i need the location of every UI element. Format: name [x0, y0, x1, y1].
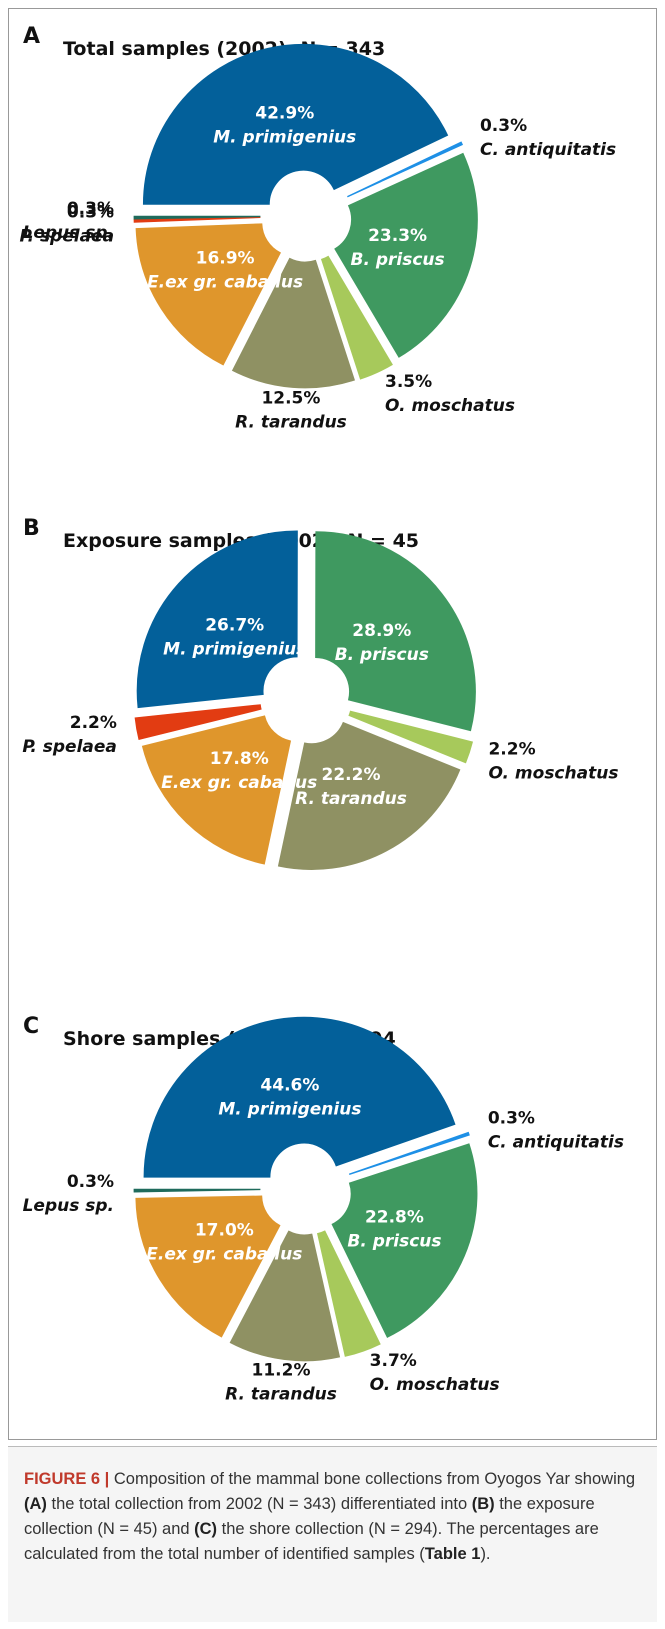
pie-slice [348, 710, 474, 764]
pie-slice [277, 721, 461, 870]
category-label: B. priscus [351, 250, 445, 270]
pie-slice [141, 715, 292, 865]
value-label: 26.7% [205, 616, 264, 636]
value-label: 0.3% [67, 199, 114, 219]
pie-slice [334, 152, 478, 358]
category-label: C. antiquitatis [488, 1132, 624, 1152]
category-label: B. priscus [347, 1231, 441, 1251]
category-label: O. moschatus [385, 396, 515, 416]
category-label: R. tarandus [235, 412, 347, 432]
pie-slice [135, 223, 281, 366]
value-label: 11.2% [252, 1360, 311, 1380]
pie-hole [272, 665, 340, 733]
pie-hole [272, 182, 340, 250]
category-label: O. moschatus [488, 764, 618, 784]
category-label: P. spelaea [19, 226, 114, 246]
category-label: E.ex gr. caballus [161, 773, 317, 793]
value-label: 3.5% [385, 372, 432, 392]
category-label: R. tarandus [225, 1384, 337, 1404]
value-label: 16.9% [196, 249, 255, 269]
pie-slice [316, 1230, 381, 1357]
value-label: 3.7% [370, 1351, 417, 1371]
caption: FIGURE 6 | Composition of the mammal bon… [8, 1446, 657, 1622]
value-label: 0.3% [488, 1108, 535, 1128]
pie-slice [231, 257, 356, 389]
value-label: 0.3% [67, 202, 114, 222]
pie-slice [331, 1143, 478, 1338]
caption-ref: Table 1 [424, 1545, 481, 1563]
caption-ref: (C) [194, 1520, 218, 1538]
category-label: P. spelaea [22, 737, 117, 757]
value-label: 42.9% [255, 103, 314, 123]
value-label: 17.8% [210, 749, 269, 769]
pie-slice [348, 1131, 470, 1176]
value-label: 28.9% [352, 621, 411, 641]
pie-slice [136, 530, 298, 709]
figure: A Total samples (2002), N = 343 42.9% M. pr… [8, 8, 657, 1440]
value-label: 2.2% [70, 713, 117, 733]
pie-slice [229, 1230, 341, 1362]
category-label: O. moschatus [370, 1375, 500, 1395]
caption-text: the total collection from 2002 (N = 343)… [46, 1495, 472, 1513]
value-label: 22.8% [365, 1207, 424, 1227]
category-label: B. priscus [335, 645, 429, 665]
pie-slice [347, 141, 464, 198]
panel-letter: C [23, 1014, 39, 1039]
caption-text: Composition of the mammal bone collectio… [109, 1470, 636, 1488]
value-label: 12.5% [261, 388, 320, 408]
value-label: 2.2% [488, 740, 535, 760]
category-label: M. primigenius [163, 640, 306, 660]
caption-text: the shore collection (N = 294). The perc… [24, 1520, 599, 1563]
category-label: M. primigenius [218, 1099, 361, 1119]
caption-text: ). [480, 1545, 491, 1563]
pie-slice [133, 215, 261, 220]
value-label: 0.3% [67, 1172, 114, 1192]
value-label: 23.3% [368, 226, 427, 246]
pie-slice [320, 255, 393, 380]
caption-text: the exposure collection (N = 45) and [24, 1495, 595, 1538]
value-label: 0.3% [480, 116, 527, 136]
pie-slice [315, 531, 476, 732]
category-label: E.ex gr. caballus [147, 273, 303, 293]
category-label: C. antiquitatis [480, 140, 616, 160]
category-label: M. primigenius [213, 127, 356, 147]
pie-slice [134, 704, 262, 741]
panel-letter: B [23, 516, 40, 541]
pie-hole [272, 1155, 340, 1223]
category-label: E.ex gr. caballus [146, 1244, 302, 1264]
pie-slice [142, 43, 449, 205]
caption-ref: (B) [471, 1495, 495, 1513]
value-label: 22.2% [322, 765, 381, 785]
pie-slice [133, 1188, 261, 1193]
pie-slice [135, 1195, 281, 1338]
panel-letter: A [23, 24, 40, 49]
category-label: Lepus sp. [23, 1196, 114, 1216]
value-label: 44.6% [260, 1075, 319, 1095]
caption-ref: (A) [24, 1495, 47, 1513]
category-label: R. tarandus [295, 789, 407, 809]
category-label: Lepus sp. [23, 223, 114, 243]
pie-slice [143, 1016, 456, 1178]
caption-label: FIGURE 6 | [24, 1470, 110, 1488]
value-label: 17.0% [195, 1220, 254, 1240]
